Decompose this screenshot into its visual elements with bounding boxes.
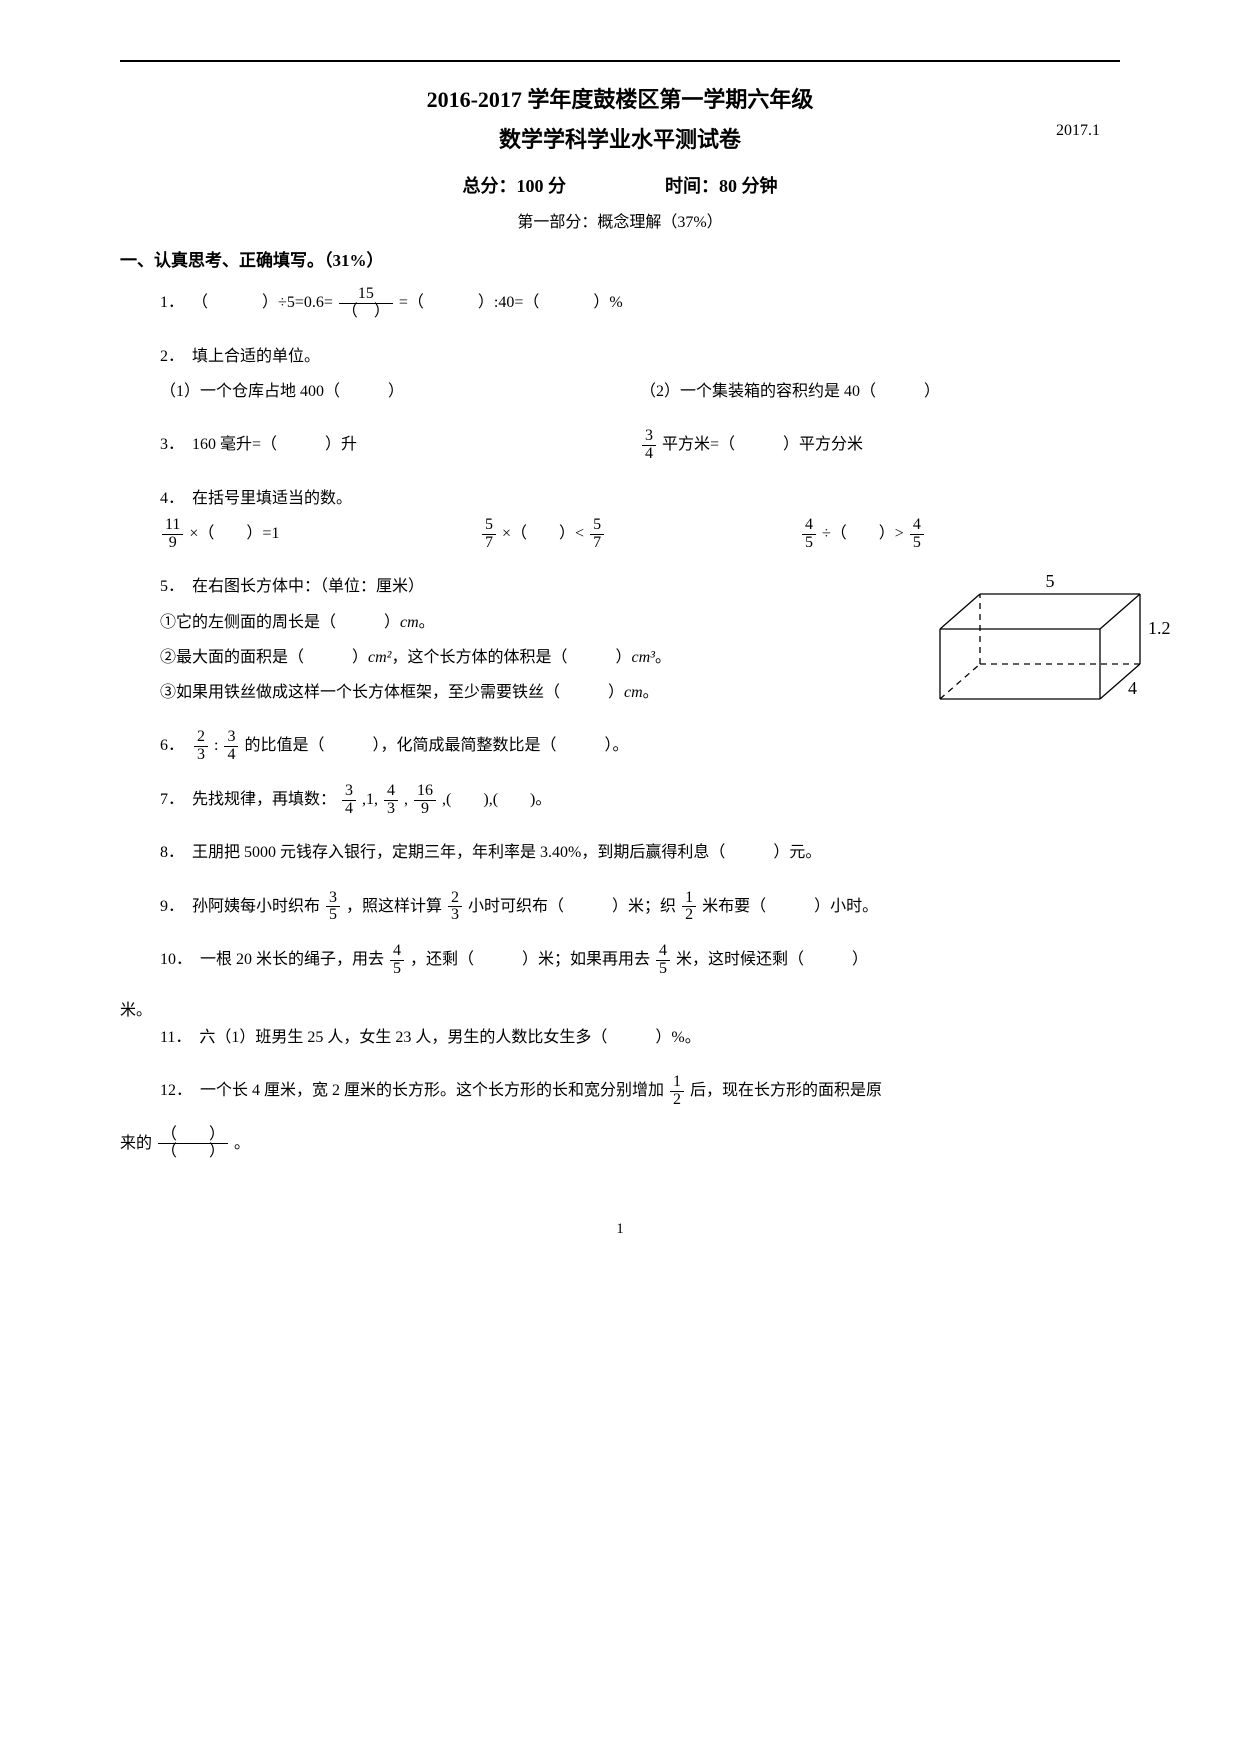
question-3: 3． 160 毫升=（ ）升 34 平方米=（ ）平方分米 [160,427,1120,463]
q11-text: 六（1）班男生 25 人，女生 23 人，男生的人数比女生多（ ）%。 [199,1029,700,1046]
q5-l2a: ②最大面的面积是（ ） [160,649,368,666]
q5-title: 在右图长方体中：（单位：厘米） [192,578,424,595]
question-8: 8． 王朋把 5000 元钱存入银行，定期三年，年利率是 3.40%，到期后赢得… [160,835,1120,870]
question-6: 6． 23 : 34 的比值是（ ），化简成最简整数比是（ ）。 [160,728,1120,764]
question-9: 9． 孙阿姨每小时织布 35 ，照这样计算 23 小时可织布（ ）米；织 12 … [160,889,1120,925]
q1-t4: ）:40=（ [478,294,539,311]
question-7: 7． 先找规律，再填数： 34 ,1, 43 , 169 ,( ),( )。 [160,782,1120,818]
q4-part1: 119 ×（ ）=1 [160,516,480,552]
question-10: 10． 一根 20 米长的绳子，用去 45 ，还剩（ ）米；如果再用去 45 米… [160,942,1120,978]
question-2: 2． 填上合适的单位。 （1）一个仓库占地 400（ ） （2）一个集装箱的容积… [160,339,1120,409]
q4-part3: 45 ÷（ ）> 45 [800,516,1120,552]
q9-num: 9． [160,898,184,915]
score-value: 100 分 [517,172,567,198]
q5-l2d: cm³ [631,649,654,666]
q1-num: 1． [160,294,184,311]
q5-l1c: 。 [419,614,435,631]
q2-num: 2． [160,348,184,365]
q2-b: （2）一个集装箱的容积约是 40（ ） [640,374,1120,409]
q10-num: 10． [160,951,192,968]
q5-l1a: ①它的左侧面的周长是（ ） [160,614,400,631]
exam-date: 2017.1 [1056,122,1100,140]
svg-text:1.2: 1.2 [1148,618,1171,638]
q1-t2: ）÷5=0.6= [262,294,333,311]
q1-t3: =（ [399,294,424,311]
part-label: 第一部分：概念理解（37%） [120,208,1120,232]
q6-colon: : [214,737,218,754]
svg-text:4: 4 [1128,678,1137,698]
question-5: 5． 在右图长方体中：（单位：厘米） ①它的左侧面的周长是（ ）cm。 ②最大面… [160,569,1120,710]
q1-t5: ）% [593,294,622,311]
score-time-row: 总分：100 分 时间：80 分钟 [120,172,1120,198]
top-rule [120,60,1120,62]
q10-tail: 米。 [120,996,1120,1020]
time-value: 80 分钟 [719,172,778,198]
q8-num: 8． [160,844,184,861]
q6-rest: 的比值是（ ），化简成最简整数比是（ ）。 [244,737,628,754]
page-number: 1 [120,1221,1120,1238]
q1-frac: 15（ ） [339,286,393,321]
q4-num: 4． [160,490,184,507]
q3-a: 160 毫升=（ ）升 [192,436,357,453]
q5-l2c: ，这个长方体的体积是（ ） [391,649,631,666]
q5-l3a: ③如果用铁丝做成这样一个长方体框架，至少需要铁丝（ ） [160,684,624,701]
q5-l2b: cm² [368,649,391,666]
q8-text: 王朋把 5000 元钱存入银行，定期三年，年利率是 3.40%，到期后赢得利息（… [192,844,821,861]
section-head: 一、认真思考、正确填写。（31%） [120,246,1120,271]
q12-num: 12． [160,1082,192,1099]
q4-part2: 57 ×（ ）< 57 [480,516,800,552]
score-label: 总分： [463,172,517,198]
q3-frac: 34 [642,428,656,463]
subtitle: 数学学科学业水平测试卷 [120,122,1120,154]
q6-num: 6． [160,737,184,754]
q7-lead: 先找规律，再填数： [192,791,336,808]
question-1: 1． （ ）÷5=0.6= 15（ ） =（ ）:40=（ ）% [160,285,1120,321]
q1-t1: （ [192,294,208,311]
q2-title: 填上合适的单位。 [192,348,320,365]
question-4: 4． 在括号里填适当的数。 119 ×（ ）=1 57 ×（ ）< 57 45 … [160,481,1120,552]
q11-num: 11． [160,1029,191,1046]
q2-a: （1）一个仓库占地 400（ ） [160,374,640,409]
subtitle-row: 数学学科学业水平测试卷 2017.1 [120,122,1120,154]
svg-text:5: 5 [1046,571,1055,591]
q5-l3c: 。 [643,684,659,701]
question-12: 12． 一个长 4 厘米，宽 2 厘米的长方形。这个长方形的长和宽分别增加 12… [160,1073,1120,1109]
cuboid-figure: 5 1.2 4 [930,569,1150,699]
q3-b: 平方米=（ ）平方分米 [662,436,863,453]
question-11: 11． 六（1）班男生 25 人，女生 23 人，男生的人数比女生多（ ）%。 [160,1020,1120,1055]
q5-l3b: cm [624,684,643,701]
q5-l1b: cm [400,614,419,631]
q5-l2e: 。 [655,649,671,666]
q5-num: 5． [160,578,184,595]
q12-tail: 来的 （ ）（ ） 。 [120,1127,1120,1162]
q4-title: 在括号里填适当的数。 [192,490,352,507]
title-main: 2016-2017 学年度鼓楼区第一学期六年级 [120,82,1120,114]
time-label: 时间： [665,172,719,198]
q7-num: 7． [160,791,184,808]
q3-num: 3． [160,436,184,453]
